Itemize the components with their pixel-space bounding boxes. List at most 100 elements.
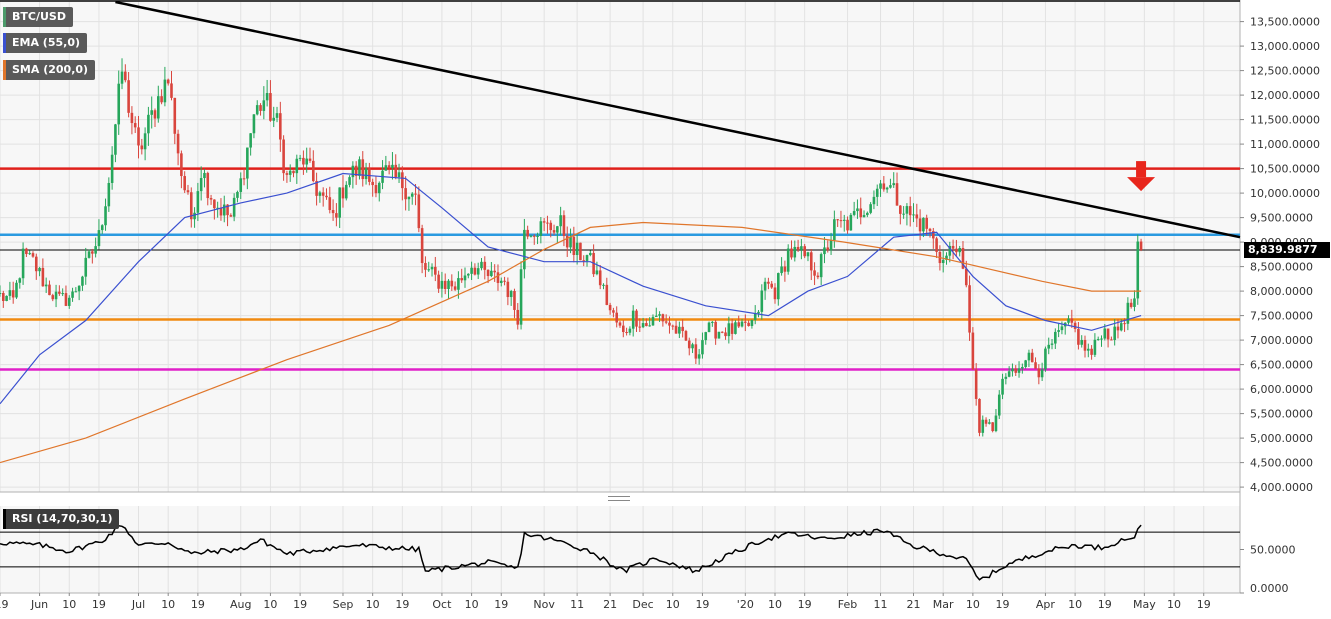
candle-body — [780, 266, 783, 274]
candle-body — [879, 183, 882, 189]
candle-body — [800, 246, 803, 250]
candle-body — [480, 261, 483, 269]
time-tick-label: 19 — [1098, 598, 1112, 611]
time-tick-label: 19 — [395, 598, 409, 611]
candle-body — [796, 246, 800, 250]
candle-body — [625, 332, 628, 334]
time-tick-label: Dec — [632, 598, 653, 611]
last-price-badge: 8,839.9877 — [1244, 242, 1330, 258]
price-tick-label: 8,500.0000 — [1250, 261, 1313, 274]
candle-body — [978, 398, 981, 433]
price-tick-label: 8,000.0000 — [1250, 285, 1313, 298]
time-tick-label: 11 — [570, 598, 584, 611]
candle-body — [532, 235, 536, 237]
candle-body — [1024, 360, 1027, 367]
candle-body — [899, 205, 902, 214]
candle-body — [496, 272, 500, 283]
candle-body — [552, 230, 556, 233]
candle-body — [1139, 241, 1143, 250]
candle-body — [602, 284, 605, 286]
candle-body — [41, 267, 45, 287]
candle-body — [186, 190, 190, 193]
candle-body — [658, 314, 661, 316]
candle-body — [1093, 339, 1097, 355]
candle-body — [1119, 323, 1123, 331]
time-tick-label: 10 — [161, 598, 175, 611]
time-tick-label: 10 — [1167, 598, 1181, 611]
candle-body — [117, 83, 121, 125]
candle-body — [767, 281, 770, 284]
candle-body — [536, 235, 539, 237]
candle-body — [8, 290, 12, 296]
candle-body — [74, 291, 78, 293]
candle-body — [747, 322, 750, 326]
candle-body — [674, 325, 678, 334]
candle-body — [450, 280, 454, 287]
arrow-shaft — [1136, 161, 1147, 178]
candle-body — [691, 344, 694, 349]
time-tick-label: 10 — [666, 598, 680, 611]
candle-body — [687, 340, 691, 349]
candle-body — [720, 331, 724, 333]
rsi-tick-label: 50.0000 — [1250, 544, 1296, 557]
candle-body — [605, 284, 609, 305]
candle-body — [803, 246, 806, 257]
candle-body — [697, 354, 701, 359]
candle-body — [856, 208, 859, 212]
candle-body — [91, 251, 94, 254]
candle-body — [852, 211, 856, 215]
candle-body — [948, 245, 952, 256]
candle-body — [203, 172, 206, 179]
price-tick-label: 13,500.0000 — [1250, 16, 1320, 29]
candles — [0, 58, 1143, 437]
candle-body — [635, 310, 638, 327]
candle-body — [183, 176, 186, 191]
legend-ema[interactable]: EMA (55,0) — [3, 33, 87, 53]
candle-body — [1100, 338, 1103, 340]
candle-body — [671, 325, 675, 327]
candle-body — [783, 266, 787, 272]
candle-body — [424, 263, 427, 270]
candle-body — [589, 252, 592, 256]
candle-body — [984, 419, 988, 424]
candle-body — [321, 192, 325, 196]
candle-body — [206, 172, 210, 199]
legend-sma[interactable]: SMA (200,0) — [3, 60, 96, 80]
time-tick-label: 10 — [62, 598, 76, 611]
candle-body — [823, 247, 826, 255]
legend-symbol[interactable]: BTC/USD — [3, 7, 73, 27]
candle-body — [757, 311, 760, 314]
candle-body — [338, 187, 341, 218]
pane-splitter-handle[interactable] — [608, 496, 630, 501]
candle-body — [417, 194, 421, 229]
candle-body — [486, 269, 490, 277]
time-tick-label: Nov — [533, 598, 555, 611]
candle-body — [272, 117, 276, 121]
candle-body — [846, 219, 849, 231]
candle-body — [252, 114, 256, 134]
candle-body — [288, 170, 292, 175]
candle-body — [668, 322, 671, 326]
candle-body — [430, 266, 434, 270]
candle-body — [295, 158, 299, 174]
candle-body — [1116, 326, 1120, 331]
candle-body — [842, 219, 846, 221]
price-tick-label: 11,000.0000 — [1250, 138, 1320, 151]
candle-body — [994, 415, 998, 432]
price-tick-label: 6,000.0000 — [1250, 383, 1313, 396]
candle-body — [918, 218, 922, 232]
time-tick-label: 10 — [768, 598, 782, 611]
candle-body — [140, 145, 144, 150]
candle-body — [1133, 298, 1136, 307]
candle-body — [404, 188, 407, 200]
candle-body — [608, 304, 612, 311]
candle-body — [255, 105, 259, 115]
legend-rsi[interactable]: RSI (14,70,30,1) — [3, 509, 120, 529]
price-tick-label: 6,500.0000 — [1250, 359, 1313, 372]
candle-body — [575, 242, 579, 256]
candle-body — [905, 206, 909, 214]
candle-body — [763, 281, 767, 291]
candle-body — [493, 270, 496, 273]
